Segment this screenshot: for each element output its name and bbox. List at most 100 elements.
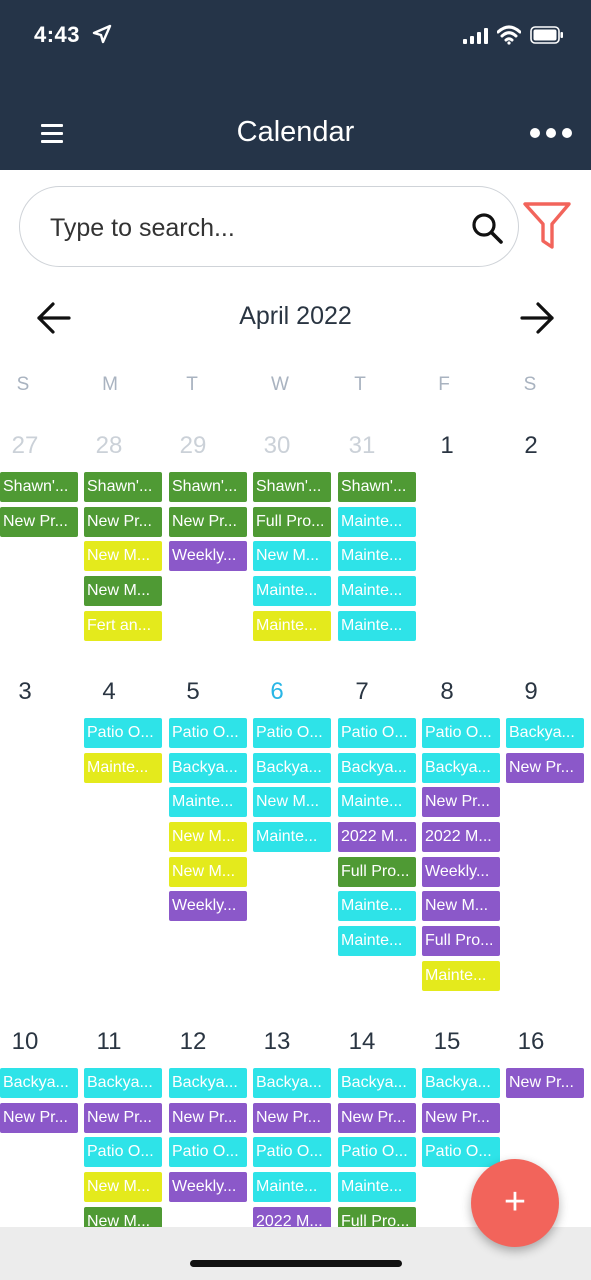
calendar-event[interactable]: Mainte... [338,787,416,817]
day-number-today[interactable]: 6 [270,678,284,705]
calendar-event[interactable]: Patio O... [253,718,331,748]
calendar-event[interactable]: Weekly... [422,857,500,887]
calendar-event[interactable]: Full Pro... [422,926,500,956]
calendar-event[interactable]: New Pr... [0,1103,78,1133]
day-number[interactable]: 15 [433,1028,461,1055]
calendar-event[interactable]: Shawn'... [0,472,78,502]
day-number[interactable]: 29 [179,432,207,459]
day-number[interactable]: 28 [95,432,123,459]
calendar-event[interactable]: New Pr... [506,1068,584,1098]
calendar-event[interactable]: Full Pro... [253,507,331,537]
calendar-event[interactable]: Patio O... [253,1137,331,1167]
arrow-left-icon[interactable] [36,301,72,335]
calendar-event[interactable]: Patio O... [84,1137,162,1167]
calendar-event[interactable]: Backya... [253,1068,331,1098]
calendar-event[interactable]: Fert an... [84,611,162,641]
calendar-event[interactable]: Mainte... [253,611,331,641]
calendar-event[interactable]: Backya... [506,718,584,748]
day-number[interactable]: 1 [440,432,454,459]
calendar-event[interactable]: Weekly... [169,1172,247,1202]
calendar-event[interactable]: New M... [84,576,162,606]
calendar-event[interactable]: Patio O... [338,718,416,748]
day-number[interactable]: 31 [348,432,376,459]
calendar-event[interactable]: Backya... [0,1068,78,1098]
calendar-event[interactable]: Backya... [169,753,247,783]
calendar-event[interactable]: Backya... [169,1068,247,1098]
calendar-event[interactable]: Patio O... [338,1137,416,1167]
day-number[interactable]: 5 [186,678,200,705]
arrow-right-icon[interactable] [519,301,555,335]
calendar-event[interactable]: Patio O... [422,1137,500,1167]
day-number[interactable]: 16 [517,1028,545,1055]
calendar-event[interactable]: Mainte... [422,961,500,991]
day-number[interactable]: 8 [440,678,454,705]
calendar-event[interactable]: Backya... [338,753,416,783]
calendar-event[interactable]: Backya... [422,1068,500,1098]
day-number[interactable]: 12 [179,1028,207,1055]
calendar-event[interactable]: New Pr... [506,753,584,783]
calendar-event[interactable]: New M... [169,857,247,887]
day-number[interactable]: 4 [102,678,116,705]
calendar-event[interactable]: Shawn'... [169,472,247,502]
calendar-event[interactable]: Mainte... [84,753,162,783]
calendar-event[interactable]: New M... [84,1172,162,1202]
calendar-event[interactable]: New M... [169,822,247,852]
calendar-event[interactable]: New M... [253,787,331,817]
calendar-event[interactable]: Mainte... [338,576,416,606]
calendar-event[interactable]: New M... [422,891,500,921]
calendar-event[interactable]: Mainte... [338,541,416,571]
calendar-event[interactable]: New Pr... [0,507,78,537]
calendar-event[interactable]: Patio O... [169,1137,247,1167]
day-number[interactable]: 27 [11,432,39,459]
calendar-event[interactable]: New Pr... [253,1103,331,1133]
calendar-event[interactable]: Backya... [422,753,500,783]
calendar-event[interactable]: Shawn'... [84,472,162,502]
calendar-event[interactable]: Mainte... [338,507,416,537]
calendar-event[interactable]: Patio O... [84,718,162,748]
calendar-event[interactable]: Mainte... [338,611,416,641]
calendar-event[interactable]: Weekly... [169,541,247,571]
calendar-event[interactable]: New M... [84,541,162,571]
day-number[interactable]: 13 [263,1028,291,1055]
calendar-event[interactable]: Full Pro... [338,857,416,887]
day-number[interactable]: 3 [18,678,32,705]
filter-icon[interactable] [522,200,572,252]
day-number[interactable]: 30 [263,432,291,459]
more-icon[interactable] [530,128,572,138]
calendar-event[interactable]: Shawn'... [338,472,416,502]
calendar-event[interactable]: New Pr... [338,1103,416,1133]
calendar-event[interactable]: Shawn'... [253,472,331,502]
calendar-event[interactable]: Mainte... [169,787,247,817]
menu-icon[interactable] [41,124,63,144]
calendar-event[interactable]: New Pr... [169,1103,247,1133]
calendar-event[interactable]: Patio O... [422,718,500,748]
calendar-event[interactable]: Backya... [84,1068,162,1098]
calendar-event[interactable]: 2022 M... [338,822,416,852]
day-number[interactable]: 10 [11,1028,39,1055]
calendar-event[interactable]: Mainte... [338,926,416,956]
calendar-event[interactable]: 2022 M... [422,822,500,852]
calendar-event[interactable]: Backya... [338,1068,416,1098]
calendar-event[interactable]: New Pr... [422,787,500,817]
calendar-event[interactable]: Patio O... [169,718,247,748]
day-number[interactable]: 7 [355,678,369,705]
calendar-event[interactable]: New Pr... [169,507,247,537]
calendar-event[interactable]: Weekly... [169,891,247,921]
calendar-event[interactable]: New M... [253,541,331,571]
search-input[interactable] [50,211,450,245]
search-icon[interactable] [470,211,504,245]
day-number[interactable]: 9 [524,678,538,705]
calendar-event[interactable]: Mainte... [338,1172,416,1202]
add-event-button[interactable]: + [471,1159,559,1247]
calendar-event[interactable]: Mainte... [253,1172,331,1202]
calendar-event[interactable]: New Pr... [84,1103,162,1133]
calendar-event[interactable]: Backya... [253,753,331,783]
day-number[interactable]: 2 [524,432,538,459]
calendar-event[interactable]: Mainte... [338,891,416,921]
calendar-event[interactable]: New Pr... [422,1103,500,1133]
calendar-event[interactable]: Mainte... [253,576,331,606]
calendar-event[interactable]: New Pr... [84,507,162,537]
day-number[interactable]: 11 [96,1028,122,1055]
calendar-event[interactable]: Mainte... [253,822,331,852]
day-number[interactable]: 14 [348,1028,376,1055]
